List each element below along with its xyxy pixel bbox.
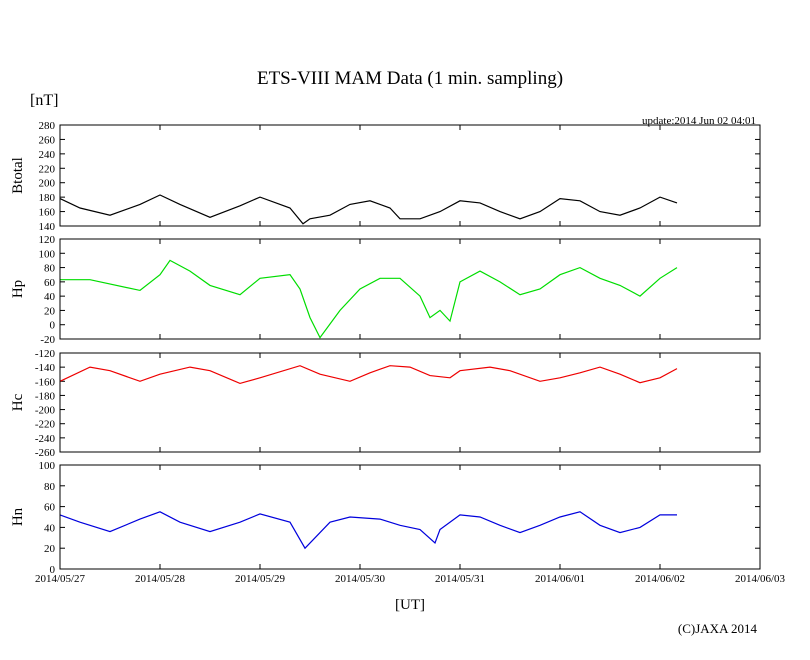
- series-line-hc: [59, 365, 678, 385]
- y-tick-label: 160: [39, 207, 56, 219]
- y-tick-label: 100: [39, 248, 56, 260]
- y-tick-label: -20: [40, 334, 55, 346]
- y-tick-label: -160: [35, 376, 56, 388]
- y-tick-label: 20: [44, 543, 56, 555]
- chart-title: ETS-VIII MAM Data (1 min. sampling): [257, 68, 563, 89]
- panel-btotal: 140 160 180 200 220 240 260 280 Btotal: [10, 120, 761, 233]
- y-tick-label: 220: [39, 163, 56, 175]
- panel-frame: [59, 464, 761, 570]
- y-axis-title-hp: Hp: [10, 280, 26, 298]
- y-tick-label: 140: [39, 221, 56, 233]
- panel-hc: -260 -240 -220 -200 -180 -160 -140 -120 Hc: [10, 348, 761, 459]
- copyright-text: (C)JAXA 2014: [678, 621, 758, 636]
- x-tick-label: 2014/06/03: [735, 573, 786, 585]
- y-tick-label: 80: [44, 263, 56, 275]
- series-line-btotal: [59, 194, 678, 225]
- y-tick-label: 0: [50, 320, 56, 332]
- y-tick-label: -120: [35, 348, 56, 360]
- y-tick-label: 60: [44, 502, 56, 514]
- y-axis-title-hc: Hc: [10, 393, 26, 411]
- panel-frame: [59, 352, 761, 453]
- x-axis-title: [UT]: [395, 597, 425, 613]
- panels-layer: 140160180200220240260280Btotal-200204060…: [10, 120, 786, 585]
- y-tick-label: -200: [35, 405, 56, 417]
- y-tick-label: 40: [44, 291, 56, 303]
- y-tick-label: 60: [44, 277, 56, 289]
- y-tick-label: 80: [44, 481, 56, 493]
- y-tick-label: 200: [39, 178, 56, 190]
- x-tick-label: 2014/06/02: [635, 573, 685, 585]
- y-tick-label: -260: [35, 447, 56, 459]
- y-tick-label: 120: [39, 234, 56, 246]
- x-tick-label: 2014/06/01: [535, 573, 585, 585]
- series-line-hp: [60, 259, 678, 339]
- y-tick-label: 260: [39, 134, 56, 146]
- y-tick-label: -140: [35, 362, 56, 374]
- y-tick-label: 280: [39, 120, 56, 132]
- y-tick-label: -180: [35, 390, 56, 402]
- x-tick-label: 2014/05/29: [235, 573, 286, 585]
- y-axis-title-hn: Hn: [10, 507, 26, 526]
- y-tick-label: 100: [39, 460, 56, 472]
- x-tick-label: 2014/05/30: [335, 573, 386, 585]
- x-tick-label: 2014/05/28: [135, 573, 186, 585]
- unit-label: [nT]: [30, 92, 58, 109]
- y-tick-label: -220: [35, 419, 56, 431]
- panel-frame: [59, 238, 761, 340]
- y-tick-label: 240: [39, 149, 56, 161]
- x-tick-label: 2014/05/31: [435, 573, 485, 585]
- y-tick-label: 40: [44, 522, 56, 534]
- panel-hn: 0 20 40 60 80 100 Hn: [10, 460, 761, 576]
- update-text: update:2014 Jun 02 04:01: [642, 115, 756, 127]
- y-tick-label: 180: [39, 192, 56, 204]
- panel-hp: -20 0 20 40 60 80 100 120 Hp: [10, 234, 761, 346]
- panel-frame: [59, 124, 761, 227]
- x-tick-label: 2014/05/27: [35, 573, 86, 585]
- y-tick-label: -240: [35, 433, 56, 445]
- y-axis-title-btotal: Btotal: [10, 157, 26, 194]
- y-tick-label: 0: [50, 564, 56, 576]
- y-tick-label: 20: [44, 305, 56, 317]
- series-line-hn: [59, 511, 677, 550]
